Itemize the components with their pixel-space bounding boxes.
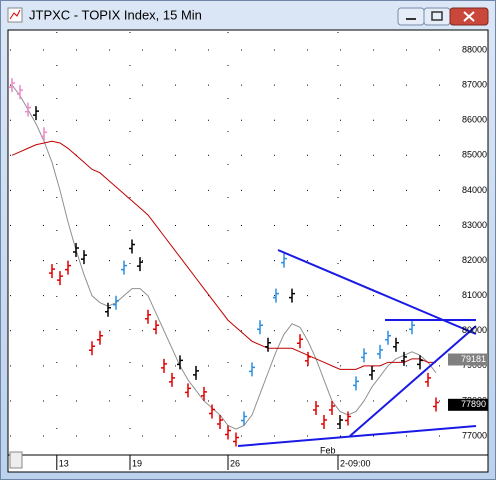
maximize-button[interactable]: [423, 7, 451, 26]
price-bar: [329, 400, 335, 415]
price-bar: [345, 411, 351, 426]
app-icon: [7, 7, 23, 23]
price-bar: [361, 348, 367, 363]
price-tag-label: 79181: [461, 354, 486, 364]
y-tick-label: 84000: [462, 185, 487, 195]
price-bar: [185, 383, 191, 398]
price-bar: [337, 415, 343, 430]
price-bar: [17, 85, 23, 100]
y-tick-label: 80000: [462, 325, 487, 335]
x-tick-label: 19: [132, 458, 142, 468]
price-bar: [289, 288, 295, 303]
price-bar: [321, 415, 327, 430]
close-glyph: [463, 11, 475, 22]
price-bar: [217, 415, 223, 430]
price-bar: [161, 358, 167, 373]
price-bar: [81, 250, 87, 265]
price-bar: [145, 309, 151, 324]
price-bar: [113, 295, 119, 310]
price-bar: [105, 302, 111, 317]
price-bar: [97, 330, 103, 345]
price-bar: [233, 432, 239, 447]
y-tick-label: 85000: [462, 150, 487, 160]
price-bar: [201, 386, 207, 401]
price-bar: [297, 334, 303, 349]
price-bar: [377, 344, 383, 359]
y-tick-label: 87000: [462, 79, 487, 89]
price-bar: [49, 264, 55, 279]
x-tick-label: 26: [230, 458, 240, 468]
price-bar: [209, 404, 215, 419]
price-bar: [33, 106, 39, 121]
trendline: [349, 325, 477, 437]
price-tag: [448, 398, 488, 411]
price-bar: [73, 243, 79, 258]
chart-panel: [7, 29, 489, 473]
price-bar: [57, 271, 63, 286]
price-bar: [121, 260, 127, 275]
price-bar: [409, 320, 415, 335]
window-title: JTPXC - TOPIX Index, 15 Min: [29, 7, 202, 22]
trendline: [237, 425, 477, 447]
price-tag-label: 77890: [461, 399, 486, 409]
price-bar: [41, 127, 47, 142]
price-bar: [241, 411, 247, 426]
x-tick-label: 13: [59, 458, 69, 468]
y-tick-label: 81000: [462, 290, 487, 300]
price-bar: [249, 362, 255, 377]
trendlines: [237, 249, 477, 447]
price-bar: [65, 260, 71, 275]
price-bar: [425, 372, 431, 387]
price-bar: [433, 397, 439, 412]
price-bar: [9, 78, 15, 93]
price-bar: [89, 341, 95, 356]
price-bar: [417, 355, 423, 370]
maximize-glyph: [431, 11, 443, 21]
price-bar: [385, 330, 391, 345]
y-tick-label: 77000: [462, 430, 487, 440]
price-bar: [401, 351, 407, 366]
price-bar: [225, 425, 231, 440]
price-bar: [153, 320, 159, 335]
scroll-handle[interactable]: [9, 451, 23, 469]
price-bar: [281, 253, 287, 268]
price-tag: [448, 353, 488, 366]
price-bar: [193, 365, 199, 380]
price-bar: [273, 288, 279, 303]
price-bar: [313, 400, 319, 415]
moving-average: [11, 140, 436, 370]
price-bar: [25, 102, 31, 117]
app-icon-glyph: [9, 9, 21, 20]
price-bar: [129, 239, 135, 254]
price-bar: [257, 320, 263, 335]
price-bar: [137, 257, 143, 272]
price-bar: [265, 337, 271, 352]
minimize-button[interactable]: [397, 7, 425, 26]
x-tick-label: 2-09:00: [340, 458, 371, 468]
month-label: Feb: [320, 445, 336, 455]
price-bar: [305, 351, 311, 366]
y-tick-label: 83000: [462, 220, 487, 230]
y-tick-label: 88000: [462, 44, 487, 54]
price-bar: [353, 376, 359, 391]
y-tick-label: 86000: [462, 115, 487, 125]
price-bar: [369, 365, 375, 380]
price-bar: [393, 337, 399, 352]
price-bar: [169, 372, 175, 387]
price-bar: [177, 355, 183, 370]
y-tick-label: 82000: [462, 255, 487, 265]
moving-average: [11, 84, 437, 430]
